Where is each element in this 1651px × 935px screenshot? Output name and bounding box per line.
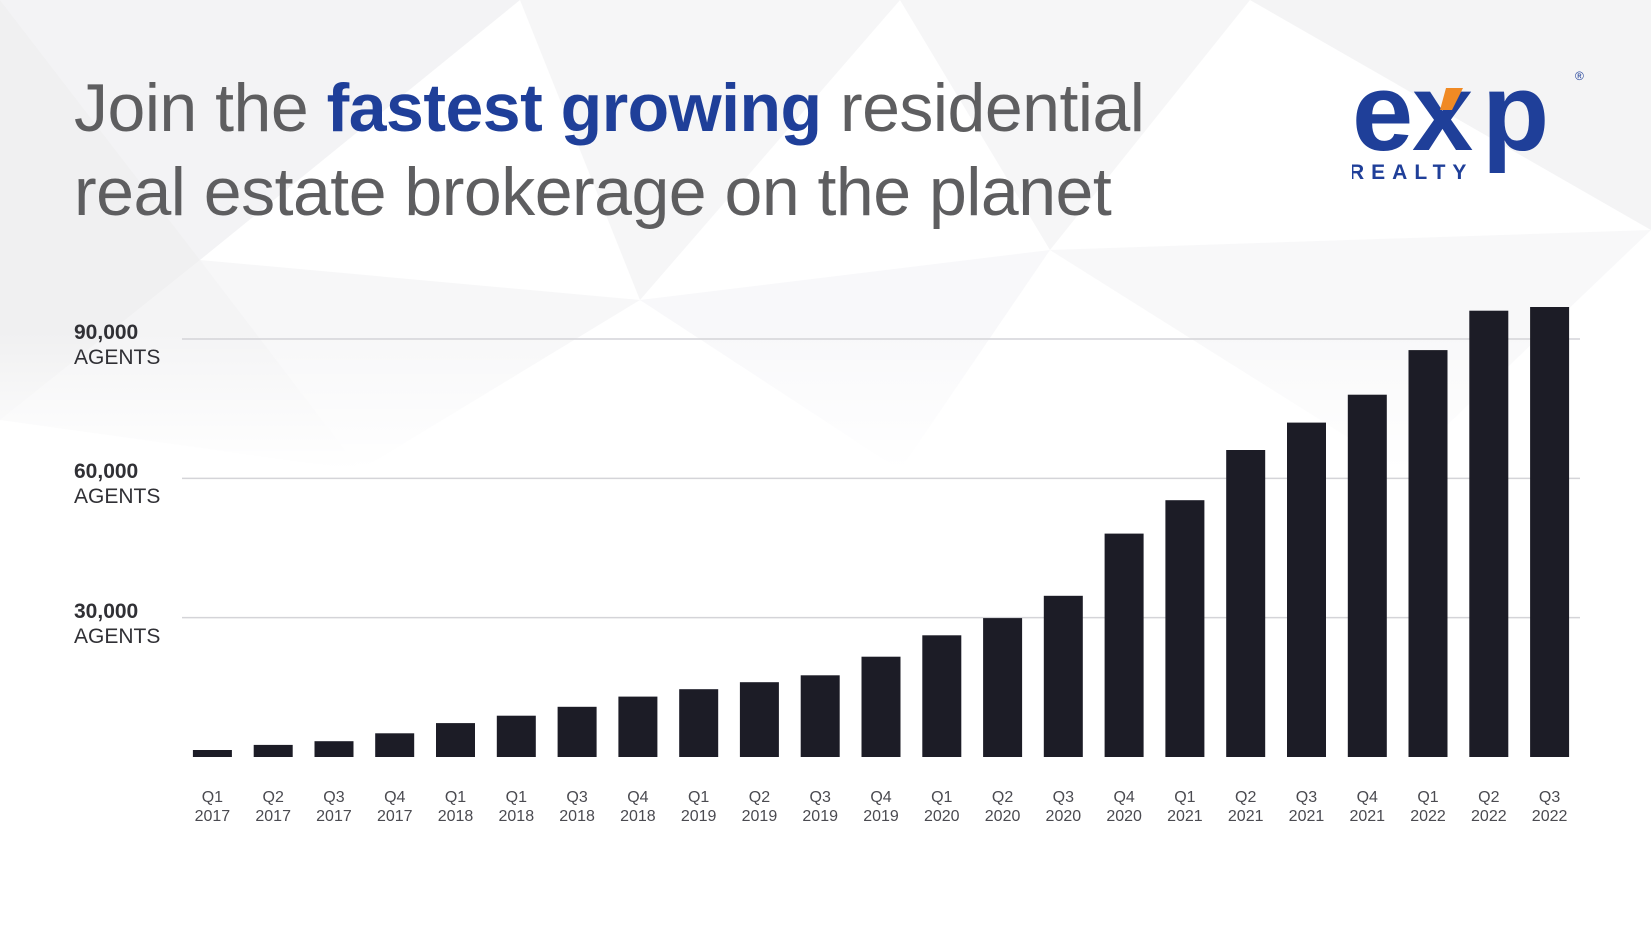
x-tick-quarter: Q2 xyxy=(1478,789,1499,806)
y-tick-unit: AGENTS xyxy=(74,624,161,648)
bar xyxy=(192,750,232,757)
x-tick-quarter: Q1 xyxy=(445,789,466,806)
x-tick-quarter: Q1 xyxy=(688,789,709,806)
chart-gridlines xyxy=(182,338,1580,619)
y-tick-unit: AGENTS xyxy=(74,485,161,509)
y-tick-value: 90,000 xyxy=(74,321,139,344)
x-tick-quarter: Q3 xyxy=(566,789,587,806)
x-tick-year: 2022 xyxy=(1471,808,1507,825)
x-tick-quarter: Q4 xyxy=(1357,789,1378,806)
x-tick-year: 2017 xyxy=(255,808,291,825)
logo-wordmark-x: x xyxy=(1412,66,1473,174)
x-tick-quarter: Q2 xyxy=(263,789,284,806)
bar xyxy=(375,733,415,757)
page-headline: Join the fastest growing residential rea… xyxy=(74,66,1145,234)
bar xyxy=(436,723,475,757)
chart-x-axis-labels: Q1 2017 Q2 2017 Q3 2017 Q4 2017 Q1 2018 Q1 2018 Q3 20… xyxy=(195,789,1568,825)
y-tick-label: 30,000 AGENTS xyxy=(74,599,160,649)
bar xyxy=(983,618,1023,757)
bar xyxy=(1469,310,1509,757)
x-tick-year: 2019 xyxy=(742,808,778,825)
x-tick-year: 2020 xyxy=(1106,808,1142,825)
headline-highlight: fastest growing xyxy=(326,70,823,146)
bar xyxy=(1287,422,1326,757)
x-tick-year: 2018 xyxy=(559,808,595,825)
bar xyxy=(618,696,658,757)
headline-part-1: Join the xyxy=(74,70,327,146)
x-tick-quarter: Q4 xyxy=(870,789,891,806)
x-tick-year: 2021 xyxy=(1167,808,1203,825)
headline-part-2: residential xyxy=(821,70,1145,146)
x-tick-year: 2018 xyxy=(499,808,535,825)
x-tick-quarter: Q1 xyxy=(1174,789,1195,806)
x-tick-quarter: Q2 xyxy=(749,789,770,806)
bar xyxy=(922,635,962,757)
y-tick-value: 30,000 xyxy=(74,599,139,623)
y-tick-label: 90,000 AGENTS xyxy=(74,320,160,370)
x-tick-quarter: Q3 xyxy=(1296,789,1317,806)
x-tick-quarter: Q3 xyxy=(1053,789,1074,806)
logo-orange-accent xyxy=(1440,88,1463,110)
x-tick-year: 2017 xyxy=(316,808,352,825)
headline-line-2: real estate brokerage on the planet xyxy=(74,154,1112,230)
bar xyxy=(557,706,597,757)
bar xyxy=(1530,307,1570,757)
y-tick-unit: AGENTS xyxy=(74,346,161,369)
x-tick-quarter: Q3 xyxy=(1539,789,1560,806)
x-tick-year: 2019 xyxy=(681,808,717,825)
y-tick-label: 60,000 AGENTS xyxy=(74,459,160,509)
bar xyxy=(1347,394,1387,757)
bar xyxy=(314,741,354,757)
bar xyxy=(739,682,779,757)
x-tick-year: 2017 xyxy=(377,808,413,825)
x-tick-quarter: Q3 xyxy=(810,789,831,806)
x-tick-year: 2020 xyxy=(924,808,960,825)
bar xyxy=(496,715,536,757)
bar xyxy=(1408,350,1448,757)
x-tick-year: 2018 xyxy=(620,808,656,825)
x-tick-quarter: Q1 xyxy=(1417,789,1438,806)
bar xyxy=(1043,595,1083,757)
bar xyxy=(861,656,901,757)
x-tick-year: 2021 xyxy=(1289,808,1325,825)
x-tick-quarter: Q1 xyxy=(202,789,223,806)
chart-bars xyxy=(192,307,1570,757)
x-tick-quarter: Q1 xyxy=(931,789,952,806)
bar xyxy=(1226,450,1266,757)
x-tick-year: 2019 xyxy=(802,808,838,825)
x-tick-quarter: Q2 xyxy=(992,789,1013,806)
bar xyxy=(1165,500,1205,757)
x-tick-quarter: Q3 xyxy=(323,789,344,806)
logo-subtitle: REALTY xyxy=(1352,161,1473,184)
y-tick-value: 60,000 xyxy=(74,460,139,484)
x-tick-year: 2017 xyxy=(195,808,231,825)
x-tick-year: 2022 xyxy=(1532,808,1568,825)
bar xyxy=(800,675,840,757)
exp-realty-logo: e x p ® REALTY xyxy=(1352,66,1584,184)
x-tick-quarter: Q1 xyxy=(506,789,527,806)
x-tick-quarter: Q4 xyxy=(384,789,405,806)
x-tick-year: 2020 xyxy=(1046,808,1082,825)
bar xyxy=(679,689,719,757)
logo-wordmark-e: e xyxy=(1352,66,1413,174)
x-tick-quarter: Q4 xyxy=(627,789,648,806)
x-tick-year: 2020 xyxy=(985,808,1021,825)
x-tick-quarter: Q4 xyxy=(1113,789,1134,806)
logo-registered-mark: ® xyxy=(1575,69,1584,83)
x-tick-year: 2021 xyxy=(1228,808,1264,825)
bar xyxy=(1104,533,1144,757)
x-tick-quarter: Q2 xyxy=(1235,789,1256,806)
x-tick-year: 2021 xyxy=(1349,808,1385,825)
x-tick-year: 2022 xyxy=(1410,808,1446,825)
x-tick-year: 2018 xyxy=(438,808,474,825)
logo-wordmark-p: p xyxy=(1482,66,1549,174)
bar xyxy=(253,744,293,757)
x-tick-year: 2019 xyxy=(863,808,899,825)
